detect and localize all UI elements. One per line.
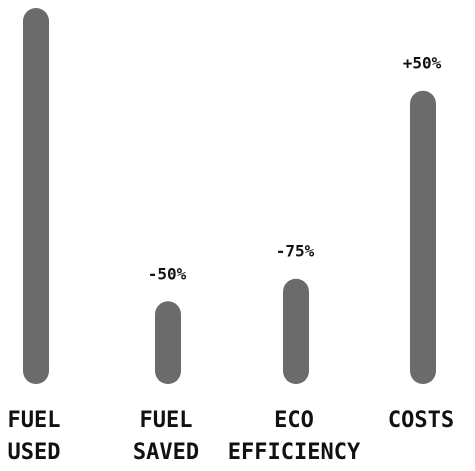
category-label-3-line-0: COSTS xyxy=(388,408,454,433)
category-labels-group: FUEL USED FUEL SAVED ECO EFFICIENCY COSTS xyxy=(8,408,455,465)
category-label-2-line-0: ECO xyxy=(274,408,314,433)
category-label-1-line-1: SAVED xyxy=(133,440,199,465)
bars-group xyxy=(23,8,436,384)
bar-1 xyxy=(155,301,181,384)
data-label-3: +50% xyxy=(403,54,442,73)
category-label-2-line-1: EFFICIENCY xyxy=(228,440,361,465)
category-label-0-line-1: USED xyxy=(8,440,61,465)
data-label-1: -50% xyxy=(148,264,187,283)
data-label-2: -75% xyxy=(276,242,315,261)
bar-2 xyxy=(283,278,309,384)
category-label-1-line-0: FUEL xyxy=(140,408,193,433)
value-labels-group: -50% -75% +50% xyxy=(148,54,442,284)
bar-0 xyxy=(23,8,49,384)
category-label-0-line-0: FUEL xyxy=(8,408,61,433)
bar-3 xyxy=(410,90,436,384)
